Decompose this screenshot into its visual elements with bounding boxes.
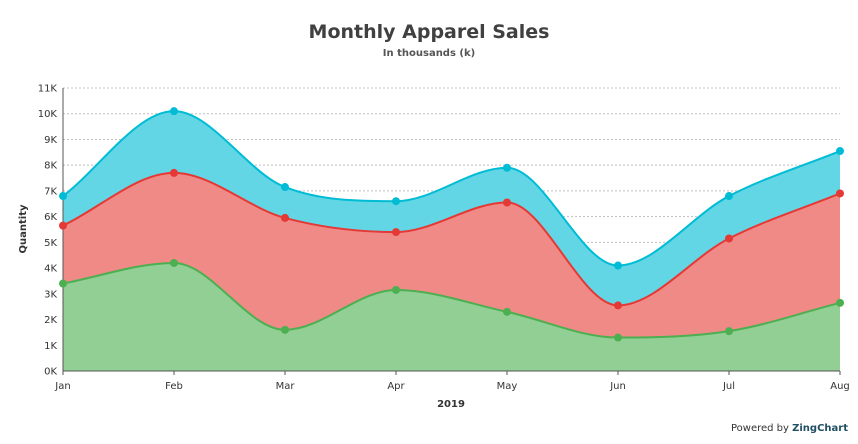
series-2-area[interactable] xyxy=(63,172,840,338)
series-3-point-jul[interactable] xyxy=(725,192,733,201)
x-tick-label: May xyxy=(497,381,518,392)
y-tick-label: 11K xyxy=(38,84,58,95)
series-3-line xyxy=(62,110,841,267)
series-2-line xyxy=(62,171,841,307)
y-tick-label: 10K xyxy=(38,109,58,120)
series-2-point-mar[interactable] xyxy=(281,213,289,222)
x-tick-label: Mar xyxy=(276,381,296,392)
series-3-point-jan[interactable] xyxy=(59,192,67,201)
x-tick-label: Aug xyxy=(830,381,850,392)
x-tick-labels: Jan Feb Mar Apr May Jun Jul Aug xyxy=(54,371,850,392)
series-2-point-may[interactable] xyxy=(503,198,511,207)
series-1-line xyxy=(62,261,841,339)
series-3-point-mar[interactable] xyxy=(281,183,289,192)
series-2-point-jun[interactable] xyxy=(614,301,622,310)
series-2-point-feb[interactable] xyxy=(170,168,178,177)
y-tick-label: 8K xyxy=(44,161,57,172)
series-1-point-jun[interactable] xyxy=(614,333,622,342)
series-3-area[interactable] xyxy=(63,111,840,306)
y-tick-label: 1K xyxy=(44,341,57,352)
y-tick-label: 7K xyxy=(44,186,57,197)
series-3-point-jun[interactable] xyxy=(614,261,622,270)
series-markers xyxy=(59,107,844,342)
y-tick-label: 0K xyxy=(44,367,57,378)
zingchart-credit[interactable]: Powered by ZingChart xyxy=(731,423,848,434)
x-tick-label: Jun xyxy=(609,381,626,392)
chart-subtitle: In thousands (k) xyxy=(383,48,475,59)
x-tick-label: Apr xyxy=(387,381,405,392)
series-3-point-feb[interactable] xyxy=(170,107,178,116)
y-tick-label: 6K xyxy=(44,212,57,223)
x-tick-label: Jul xyxy=(722,381,735,392)
y-tick-label: 9K xyxy=(44,135,57,146)
y-tick-label: 5K xyxy=(44,238,57,249)
series-1-area[interactable] xyxy=(63,262,840,371)
series-3-point-may[interactable] xyxy=(503,163,511,172)
series-1-point-jul[interactable] xyxy=(725,327,733,336)
x-tick-label: Feb xyxy=(165,381,183,392)
series-2-point-jan[interactable] xyxy=(59,221,67,230)
series-1-point-apr[interactable] xyxy=(392,285,400,294)
series-1-point-may[interactable] xyxy=(503,307,511,316)
series-lines xyxy=(62,110,841,339)
series-3-point-aug[interactable] xyxy=(836,147,844,156)
series-2-point-aug[interactable] xyxy=(836,189,844,198)
series-1-point-aug[interactable] xyxy=(836,298,844,307)
credit-brand[interactable]: ZingChart xyxy=(792,423,848,434)
series-1-point-mar[interactable] xyxy=(281,325,289,334)
series-2-point-jul[interactable] xyxy=(725,234,733,243)
y-axis-title: Quantity xyxy=(18,204,29,253)
y-tick-label: 2K xyxy=(44,315,57,326)
series-2-point-apr[interactable] xyxy=(392,228,400,237)
x-tick-label: Jan xyxy=(54,381,70,392)
chart-title: Monthly Apparel Sales xyxy=(309,21,550,43)
x-axis-title: 2019 xyxy=(437,399,465,410)
credit-prefix: Powered by xyxy=(730,423,789,434)
series-areas xyxy=(63,111,840,371)
series-1-point-feb[interactable] xyxy=(170,258,178,267)
y-tick-label: 3K xyxy=(44,289,57,300)
y-tick-label: 4K xyxy=(44,264,57,275)
y-tick-labels: 0K 1K 2K 3K 4K 5K 6K 7K 8K 9K 10K 11K xyxy=(38,84,58,378)
series-3-point-apr[interactable] xyxy=(392,197,400,206)
series-1-point-jan[interactable] xyxy=(59,279,67,288)
